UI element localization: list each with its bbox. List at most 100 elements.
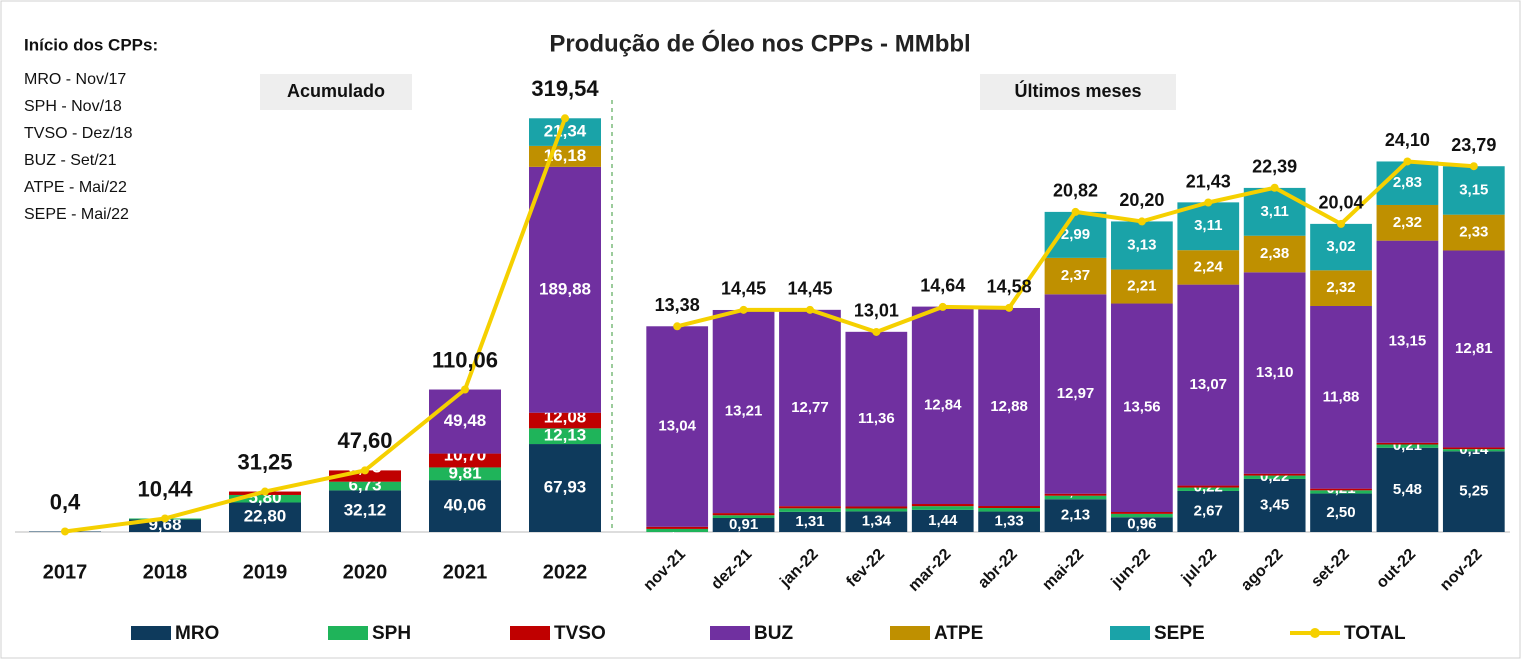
panel-label: Acumulado (287, 81, 385, 101)
data-label: 32,12 (344, 501, 387, 520)
total-point (805, 305, 814, 314)
total-point (161, 514, 169, 523)
total-label: 22,39 (1252, 157, 1297, 177)
data-label: 3,02 (1326, 238, 1355, 255)
bar-segment (1111, 513, 1173, 518)
bar-segment (1442, 214, 1505, 251)
bar-segment (911, 504, 974, 507)
bar-segment (429, 389, 501, 454)
data-label: 12,81 (1455, 340, 1493, 357)
data-label: 67,93 (544, 478, 587, 497)
total-label: 14,45 (721, 279, 766, 299)
data-label: 12,88 (990, 398, 1028, 415)
data-label: 13,07 (1189, 376, 1227, 393)
data-label: 1,31 (795, 513, 824, 530)
total-label: 13,38 (655, 295, 700, 315)
data-label: 40,06 (444, 496, 487, 515)
legend-label: ATPE (934, 623, 983, 644)
bar-segment (529, 444, 601, 532)
bar-segment (1177, 485, 1240, 488)
legend-label: MRO (175, 623, 219, 644)
bar-segment (1310, 493, 1372, 532)
data-label: 0,91 (729, 516, 758, 533)
total-point (1270, 183, 1279, 192)
x-tick-label: 2021 (443, 561, 488, 583)
x-tick-label: 2020 (343, 561, 388, 583)
legend-label: SEPE (1154, 623, 1205, 644)
note: TVSO - Dez/18 (24, 125, 133, 142)
bar-segment (712, 513, 775, 516)
data-label: 13,56 (1123, 399, 1161, 416)
bar-segment (978, 511, 1040, 532)
bar-segment (646, 326, 709, 527)
bar-segment (646, 528, 709, 532)
total-point (872, 327, 881, 336)
bar-segment (1442, 451, 1505, 532)
bar-segment (329, 481, 401, 491)
data-label: 12,84 (924, 396, 962, 413)
total-label: 14,58 (987, 277, 1032, 297)
total-point (261, 487, 269, 496)
legend-swatch (131, 626, 171, 640)
data-label: 11,36 (858, 410, 895, 427)
data-label: 2,37 (1061, 267, 1090, 284)
data-label: 12,97 (1057, 385, 1095, 402)
total-label: 21,43 (1186, 171, 1231, 191)
data-label: 49,48 (444, 411, 487, 430)
total-label: 20,82 (1053, 181, 1098, 201)
legend-label: BUZ (754, 623, 793, 644)
total-label: 13,01 (854, 301, 899, 321)
legend-point (1310, 628, 1320, 638)
total-point (61, 527, 69, 536)
data-label: 2,24 (1194, 258, 1224, 275)
bar-segment (1310, 488, 1372, 491)
x-tick-label: 2019 (243, 561, 288, 583)
data-label: 2,83 (1393, 174, 1422, 191)
data-label: 9,81 (448, 463, 481, 482)
bar-segment (845, 331, 908, 507)
bar-segment (1376, 204, 1439, 241)
bar-segment (229, 494, 301, 503)
bar-segment (1044, 493, 1107, 496)
data-label: 2,32 (1326, 279, 1355, 296)
bar-segment (1243, 475, 1306, 479)
bar-segment (1310, 270, 1372, 306)
total-label: 20,04 (1319, 193, 1364, 213)
bar-segment (229, 502, 301, 532)
panel-label-box (260, 74, 412, 110)
bar-segment (1376, 444, 1439, 448)
bar-segment (529, 428, 601, 445)
bar-segment (1243, 187, 1306, 236)
bar-segment (1044, 499, 1107, 532)
bar-segment (911, 509, 974, 532)
data-label: 13,15 (1389, 333, 1427, 350)
bar-segment (1376, 442, 1439, 445)
total-label: 319,54 (531, 76, 599, 101)
x-tick-label: 2017 (43, 561, 88, 583)
bar-segment (1177, 284, 1240, 486)
total-point (673, 322, 682, 331)
bar-segment (911, 506, 974, 510)
note: SEPE - Mai/22 (24, 206, 129, 223)
bar-segment (845, 508, 908, 512)
legend-swatch (1110, 626, 1150, 640)
bar-segment (1111, 269, 1173, 304)
total-point (561, 114, 569, 123)
data-label: 22,80 (244, 507, 287, 526)
total-label: 0,4 (50, 489, 81, 514)
bar-segment (779, 511, 841, 532)
data-label: 3,45 (1260, 496, 1289, 513)
total-line (64, 117, 567, 534)
total-label: 20,20 (1119, 190, 1164, 210)
bar-segment (712, 518, 775, 532)
data-label: 2,67 (1194, 502, 1223, 519)
data-label: 2,99 (1061, 226, 1090, 243)
bar-segment (429, 480, 501, 532)
bar-segment (845, 506, 908, 509)
bar-segment (329, 470, 401, 482)
bar-segment (1243, 235, 1306, 273)
legend-swatch (328, 626, 368, 640)
legend-label: TVSO (554, 623, 606, 644)
data-label: 2,38 (1260, 245, 1289, 262)
data-label: 11,88 (1323, 388, 1360, 405)
